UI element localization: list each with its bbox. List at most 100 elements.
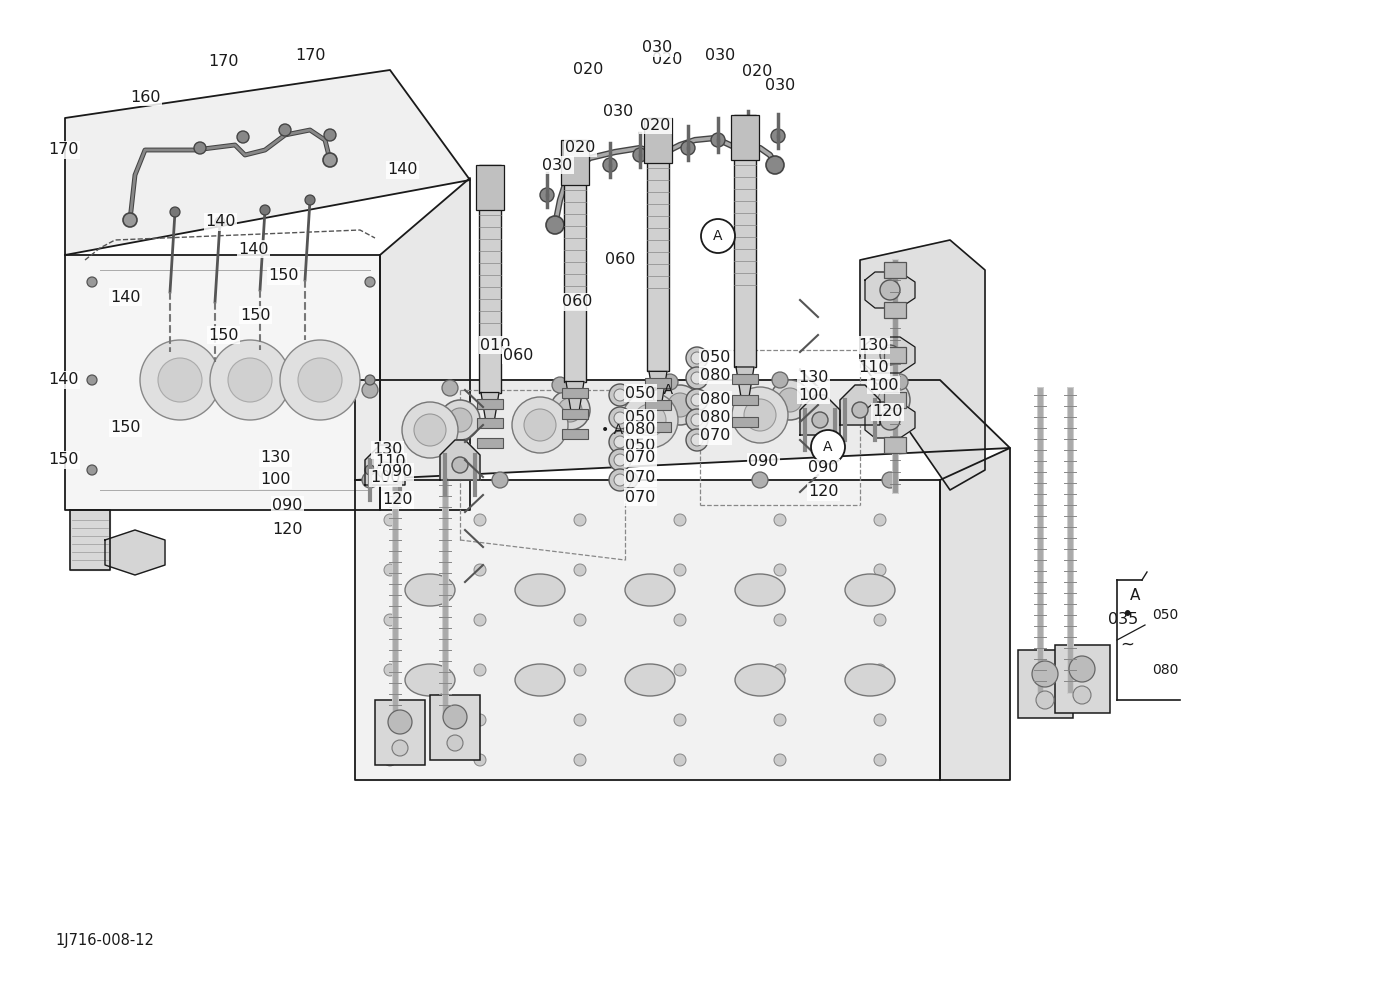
Circle shape bbox=[546, 216, 564, 234]
Circle shape bbox=[447, 735, 463, 751]
Bar bbox=[884, 437, 906, 453]
Text: 140: 140 bbox=[387, 162, 418, 177]
Circle shape bbox=[674, 564, 685, 576]
Circle shape bbox=[383, 614, 396, 626]
Bar bbox=[645, 422, 672, 432]
Ellipse shape bbox=[405, 664, 455, 696]
Circle shape bbox=[387, 710, 412, 734]
Circle shape bbox=[1031, 661, 1058, 687]
Circle shape bbox=[558, 398, 582, 422]
Circle shape bbox=[701, 219, 735, 253]
Circle shape bbox=[614, 474, 626, 486]
Circle shape bbox=[365, 465, 375, 475]
Circle shape bbox=[614, 412, 626, 424]
Text: 140: 140 bbox=[205, 214, 236, 229]
Circle shape bbox=[541, 188, 554, 202]
Circle shape bbox=[874, 714, 885, 726]
Circle shape bbox=[376, 462, 393, 478]
Text: A: A bbox=[823, 440, 833, 454]
Circle shape bbox=[610, 469, 632, 491]
Text: 010: 010 bbox=[480, 337, 510, 352]
Bar bbox=[732, 417, 758, 427]
Text: ~: ~ bbox=[1120, 636, 1134, 654]
Polygon shape bbox=[65, 255, 381, 510]
Bar bbox=[561, 140, 589, 185]
Polygon shape bbox=[70, 510, 110, 570]
Ellipse shape bbox=[735, 664, 785, 696]
Text: 030: 030 bbox=[542, 157, 572, 172]
Text: 170: 170 bbox=[295, 47, 325, 62]
Circle shape bbox=[261, 205, 270, 215]
Circle shape bbox=[852, 402, 867, 418]
Bar bbox=[732, 374, 758, 384]
Circle shape bbox=[574, 514, 586, 526]
Circle shape bbox=[880, 345, 900, 365]
Circle shape bbox=[383, 664, 396, 676]
Text: 1J716-008-12: 1J716-008-12 bbox=[55, 933, 154, 948]
Text: 100: 100 bbox=[370, 470, 400, 485]
Polygon shape bbox=[840, 385, 880, 425]
Ellipse shape bbox=[625, 574, 674, 606]
Polygon shape bbox=[865, 337, 916, 373]
Bar bbox=[563, 429, 587, 439]
Text: 140: 140 bbox=[110, 289, 141, 304]
Bar bbox=[563, 409, 587, 419]
Bar bbox=[479, 165, 501, 392]
Circle shape bbox=[874, 614, 885, 626]
Circle shape bbox=[878, 388, 902, 412]
Circle shape bbox=[574, 664, 586, 676]
Circle shape bbox=[215, 217, 225, 227]
Text: 110: 110 bbox=[375, 454, 405, 469]
Circle shape bbox=[874, 754, 885, 766]
Ellipse shape bbox=[735, 574, 785, 606]
Circle shape bbox=[654, 153, 667, 167]
Circle shape bbox=[552, 377, 568, 393]
Circle shape bbox=[383, 564, 396, 576]
Bar bbox=[732, 395, 758, 405]
Text: 160: 160 bbox=[130, 89, 160, 104]
Circle shape bbox=[769, 380, 809, 420]
Circle shape bbox=[614, 436, 626, 448]
Circle shape bbox=[883, 472, 898, 488]
Text: 050: 050 bbox=[1151, 608, 1178, 622]
Circle shape bbox=[667, 393, 692, 417]
Circle shape bbox=[363, 382, 378, 398]
Circle shape bbox=[610, 407, 632, 429]
Polygon shape bbox=[736, 367, 754, 397]
Text: 080: 080 bbox=[1151, 663, 1179, 677]
Text: 120: 120 bbox=[808, 484, 838, 499]
Bar bbox=[884, 262, 906, 278]
Circle shape bbox=[685, 389, 707, 411]
Text: 020: 020 bbox=[574, 62, 604, 77]
Text: 090: 090 bbox=[808, 460, 838, 475]
Ellipse shape bbox=[845, 664, 895, 696]
Text: 090: 090 bbox=[382, 464, 412, 479]
Text: 030: 030 bbox=[705, 47, 735, 62]
Circle shape bbox=[280, 340, 360, 420]
Circle shape bbox=[87, 375, 97, 385]
Circle shape bbox=[574, 614, 586, 626]
Polygon shape bbox=[865, 402, 916, 438]
Circle shape bbox=[614, 389, 626, 401]
Circle shape bbox=[363, 472, 378, 488]
Circle shape bbox=[691, 352, 703, 364]
Circle shape bbox=[870, 380, 910, 420]
Circle shape bbox=[550, 390, 590, 430]
Text: 120: 120 bbox=[272, 523, 302, 538]
Circle shape bbox=[674, 714, 685, 726]
Circle shape bbox=[674, 514, 685, 526]
Bar bbox=[884, 302, 906, 318]
Ellipse shape bbox=[514, 574, 565, 606]
Circle shape bbox=[774, 714, 786, 726]
Ellipse shape bbox=[405, 574, 455, 606]
Circle shape bbox=[194, 142, 205, 154]
Bar bbox=[477, 418, 503, 428]
Circle shape bbox=[1069, 656, 1095, 682]
Polygon shape bbox=[365, 445, 405, 485]
Circle shape bbox=[474, 714, 485, 726]
Circle shape bbox=[383, 714, 396, 726]
Bar bbox=[645, 378, 672, 388]
Circle shape bbox=[774, 564, 786, 576]
Text: 080: 080 bbox=[701, 392, 731, 407]
Circle shape bbox=[732, 387, 787, 443]
